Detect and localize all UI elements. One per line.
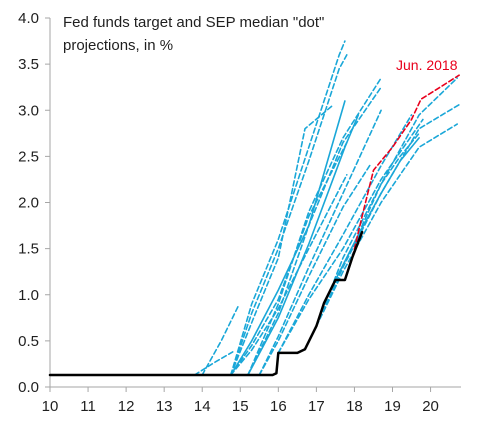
annotation-label: Jun. 2018 [396,57,458,73]
y-tick-label: 1.5 [18,241,39,258]
y-tick-label: 3.0 [18,102,39,119]
projection-line-9 [230,174,348,376]
series-layer [48,40,460,377]
projection-line-10 [247,77,382,376]
x-tick-label: 20 [422,398,439,415]
y-tick-label: 0.5 [18,333,39,350]
projection-line-2 [193,351,234,376]
y-tick-label: 1.0 [18,287,39,304]
projection-line-5 [230,54,348,376]
labels: Fed funds target and SEP median "dot" pr… [63,14,458,73]
projection-line-11 [247,86,382,376]
projection-line-17 [315,77,458,327]
projection-line-3 [201,305,240,376]
y-tick-label: 2.0 [18,195,39,212]
chart-title-line-2: projections, in % [63,37,173,54]
y-tick-label: 2.5 [18,148,39,165]
x-tick-label: 15 [232,398,249,415]
axes: 0.0 0.5 1.0 1.5 2.0 2.5 3.0 3.5 4.0 10 11 12 13 14 15 1… [18,10,461,415]
chart-title-line-1: Fed funds target and SEP median "dot" [63,14,324,31]
projection-line-12 [247,114,360,376]
x-tick-label: 10 [42,398,59,415]
projection-line-14 [258,164,371,376]
x-tick-label: 13 [156,398,173,415]
projection-line-20 [334,137,420,281]
x-tick-label: 16 [270,398,287,415]
projection-line-4 [230,40,346,376]
y-tick-label: 4.0 [18,10,39,27]
x-tick-label: 11 [80,398,96,415]
y-tick-label: 0.0 [18,379,39,396]
jun-2018-projection-line [351,74,460,258]
y-tick-label: 3.5 [18,56,39,73]
projection-line-18 [315,103,460,327]
projection-line-8 [230,141,348,376]
projection-line-13 [258,109,382,376]
x-tick-label: 18 [346,398,363,415]
projection-line-21 [344,132,420,281]
x-tick-label: 14 [194,398,211,415]
projection-line-19 [315,123,458,327]
projection-line-6 [230,103,335,376]
fed-funds-target-line [48,230,364,377]
x-tick-label: 12 [118,398,135,415]
x-tick-label: 17 [308,398,325,415]
x-tick-label: 19 [384,398,401,415]
